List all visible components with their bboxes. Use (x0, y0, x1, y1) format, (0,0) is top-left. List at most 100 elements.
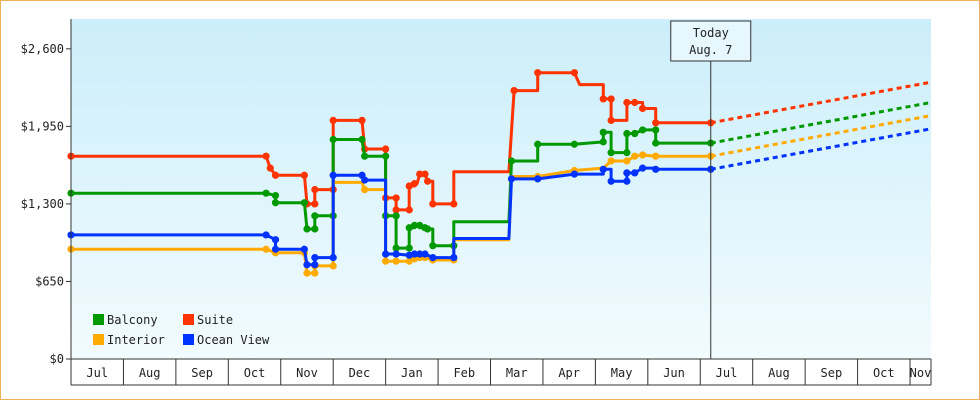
interior-point (607, 157, 615, 165)
balcony-point (410, 221, 419, 229)
ocean-view-projection (710, 127, 932, 171)
suite-point (311, 200, 319, 208)
suite-point (300, 171, 308, 179)
balcony-point (638, 126, 647, 134)
interior-point (631, 152, 639, 160)
legend-label-suite: Suite (197, 313, 233, 327)
balcony-point (631, 129, 639, 138)
balcony-point (599, 138, 607, 146)
balcony-point (329, 135, 337, 144)
month-label: Oct (873, 366, 895, 380)
month-label: Jan (401, 366, 423, 380)
ocean-view-point (311, 253, 319, 262)
y-tick-label: $2,600 (21, 42, 64, 56)
suite-point (410, 180, 419, 188)
balcony-point (361, 152, 369, 160)
balcony-point (652, 139, 660, 147)
interior-point (652, 152, 660, 160)
suite-point (266, 164, 274, 172)
interior-point (329, 262, 337, 270)
legend-label-balcony: Balcony (107, 313, 158, 327)
balcony-point (570, 140, 579, 148)
suite-point (607, 116, 615, 125)
balcony-point (271, 191, 280, 200)
ocean-view-point (570, 170, 579, 178)
ocean-view-point (303, 261, 311, 269)
suite-point (423, 177, 432, 185)
suite-point (623, 98, 631, 107)
balcony-point (262, 189, 270, 197)
month-label: Nov (296, 366, 318, 380)
suite-point (429, 200, 437, 208)
interior-point (638, 151, 647, 159)
series-layer (67, 69, 932, 277)
month-label: Aug (768, 366, 790, 380)
ocean-view-point (262, 231, 270, 239)
balcony-point (652, 126, 660, 134)
suite-point (382, 145, 390, 153)
suite-point (311, 185, 319, 194)
ocean-view-point (421, 250, 429, 258)
suite-point (262, 152, 270, 160)
balcony-point (623, 129, 631, 138)
month-label: Feb (453, 366, 475, 380)
legend-swatch-interior (93, 334, 104, 345)
month-label: Sep (821, 366, 843, 380)
ocean-view-point (311, 261, 319, 269)
legend-swatch-suite (183, 314, 194, 325)
suite-point (570, 69, 579, 77)
legend-label-interior: Interior (107, 333, 165, 347)
balcony-point (311, 212, 319, 220)
ocean-view-point (416, 250, 424, 258)
ocean-view-point (507, 175, 516, 183)
legend-swatch-ocean-view (183, 334, 194, 345)
suite-line (71, 71, 711, 212)
balcony-point (429, 242, 437, 250)
month-label: Oct (244, 366, 266, 380)
suite-point (421, 170, 429, 178)
ocean-view-point (631, 169, 639, 177)
suite-point (510, 86, 518, 95)
balcony-point (300, 199, 308, 207)
balcony-point (599, 128, 607, 136)
balcony-point (392, 244, 400, 252)
month-label: Jun (663, 366, 685, 380)
month-label: Aug (139, 366, 161, 380)
suite-point (638, 104, 647, 113)
ocean-view-point (652, 165, 660, 173)
month-label: Nov (910, 366, 932, 380)
today-date: Aug. 7 (689, 43, 732, 57)
balcony-point (507, 157, 516, 165)
x-axis: Jul Aug Sep Oct Nov Dec Jan Feb Mar Apr May Jun Jul A… (70, 359, 932, 386)
ocean-view-point (607, 177, 615, 185)
y-tick-label: $1,950 (21, 119, 64, 133)
balcony-point (358, 135, 366, 144)
suite-point (599, 95, 607, 103)
legend-swatch-balcony (93, 314, 104, 325)
suite-point (534, 69, 542, 77)
ocean-view-point (300, 245, 308, 253)
suite-projection (710, 80, 932, 125)
interior-point (311, 269, 319, 277)
today-marker: Today Aug. 7 (670, 20, 752, 359)
interior-point (623, 157, 631, 165)
interior-projection (710, 114, 932, 158)
month-label: May (611, 366, 633, 380)
ocean-view-point (623, 169, 631, 177)
balcony-point (623, 149, 631, 157)
interior-point (392, 257, 400, 265)
month-label: Jul (86, 366, 108, 380)
balcony-point (382, 152, 390, 160)
ocean-view-point (271, 245, 280, 253)
ocean-view-point (534, 175, 542, 183)
balcony-point (271, 199, 280, 207)
suite-point (405, 206, 413, 214)
ocean-view-point (623, 177, 631, 185)
interior-point (262, 245, 270, 253)
ocean-view-point (329, 253, 337, 262)
ocean-view-point (638, 164, 647, 172)
ocean-view-point (271, 236, 280, 244)
ocean-view-point (410, 250, 419, 258)
axes-layer: $0 $650 $1,300 $1,950 $2,600 (21, 19, 931, 385)
